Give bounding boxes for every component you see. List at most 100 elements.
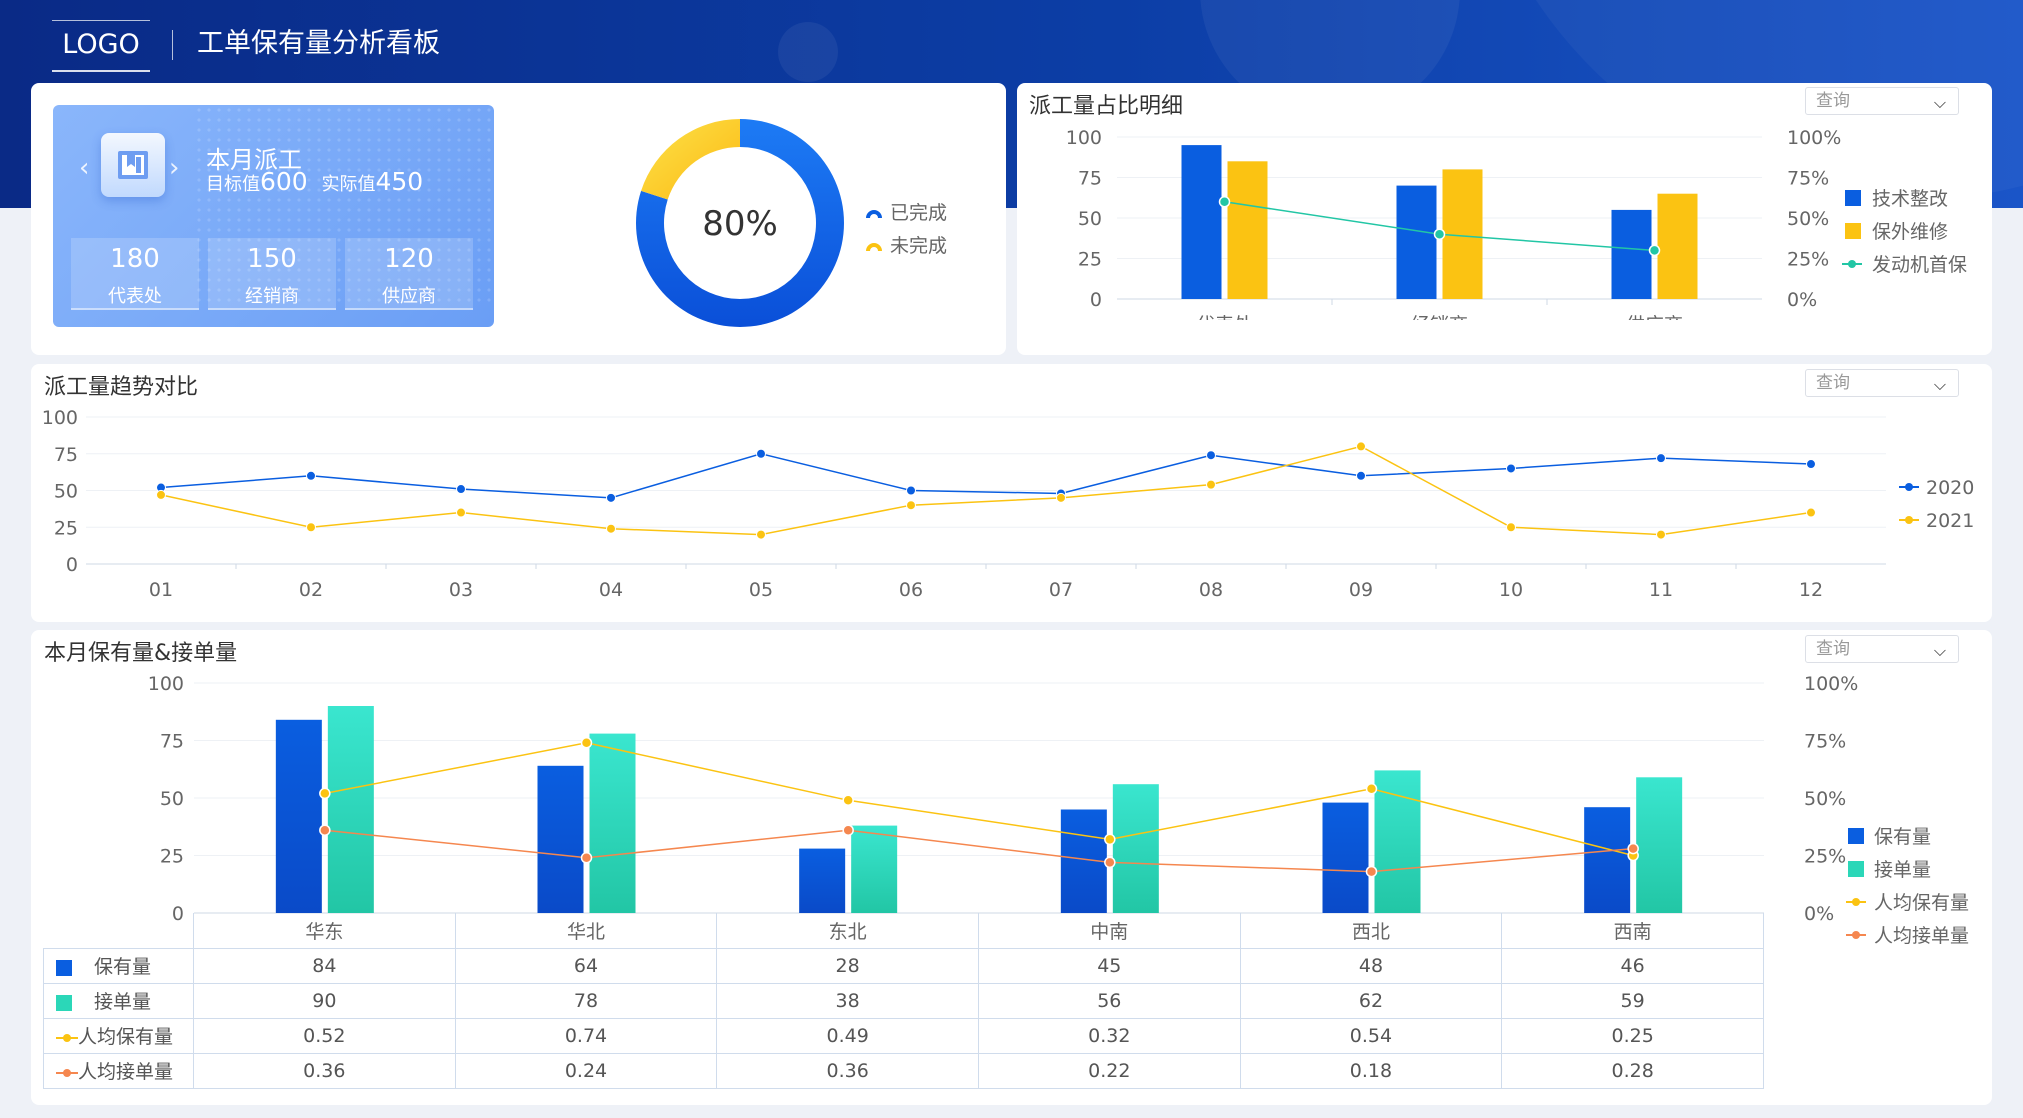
point-2020 — [456, 484, 466, 495]
point-人均保有量 — [580, 737, 593, 749]
y-tick-label: 100 — [148, 673, 184, 695]
page-header: LOGO 工单保有量分析看板 — [0, 0, 2023, 84]
donut-center-label: 80% — [702, 204, 778, 244]
dispatch-ratio-panel: 派工量占比明细 查询 ⌵ — [1017, 83, 1992, 355]
point-人均保有量 — [319, 787, 331, 800]
completion-donut-chart: 80% — [636, 119, 844, 327]
bar-保有量 — [1322, 802, 1369, 913]
point-2020 — [756, 448, 766, 459]
legend-dot-icon — [1905, 516, 1913, 524]
chevron-right-icon[interactable]: › — [169, 153, 180, 183]
yellow-line-dot-icon — [56, 1033, 78, 1042]
point-2020 — [1206, 450, 1216, 461]
point-2021 — [456, 507, 466, 518]
bar-保有量 — [275, 719, 322, 913]
x-tick-label: 05 — [749, 579, 773, 601]
header-divider — [172, 30, 173, 60]
y2-tick-label: 25% — [1804, 846, 1846, 868]
point-2021 — [1356, 441, 1366, 452]
table-header-cell: 西北 — [1239, 913, 1503, 949]
x-tick-label: 06 — [899, 579, 923, 601]
y-tick-label: 75 — [1078, 168, 1102, 190]
query-select[interactable]: 查询 ⌵ — [1805, 87, 1959, 115]
point-人均接单量 — [842, 824, 854, 836]
bar-保外维修 — [1657, 193, 1698, 299]
legend-completed[interactable]: 已完成 — [864, 198, 947, 225]
logo[interactable]: LOGO — [52, 20, 150, 72]
point-2020 — [1356, 470, 1366, 481]
y2-tick-label: 75% — [1787, 168, 1829, 190]
bar-接单量 — [589, 733, 636, 913]
point-2020 — [906, 485, 916, 496]
y-tick-label: 50 — [160, 788, 184, 810]
x-tick-label: 09 — [1349, 579, 1373, 601]
table-header-cell: 华北 — [454, 913, 718, 949]
legend-label: 技术整改 — [1872, 188, 1948, 210]
table-header-cell: 华东 — [193, 913, 456, 949]
y2-tick-label: 25% — [1787, 249, 1829, 271]
x-tick-label: 04 — [599, 579, 623, 601]
legend-label: 保外维修 — [1872, 221, 1948, 243]
data-table: 华东 华北 东北 中南 西北 西南 保有量 84 64 28 45 48 46 接单量… — [43, 913, 1764, 1089]
book-icon — [101, 133, 165, 197]
bar-接单量 — [1374, 770, 1421, 913]
point-发动机首保 — [1648, 244, 1661, 257]
panel-title: 派工量占比明细 — [1029, 94, 1184, 119]
legend-dot-icon — [1905, 483, 1913, 491]
x-tick-label: 01 — [149, 579, 173, 601]
bar-技术整改 — [1396, 185, 1437, 299]
line-发动机首保 — [1224, 201, 1655, 252]
point-2020 — [1506, 463, 1516, 474]
y2-tick-label: 100% — [1804, 673, 1858, 695]
legend-label: 保有量 — [1874, 826, 1931, 848]
legend-square-icon — [1848, 828, 1864, 844]
card-target-actual: 目标值600 实际值450 — [206, 167, 424, 196]
point-2021 — [1806, 507, 1816, 518]
chevron-down-icon: ⌵ — [1933, 93, 1946, 112]
point-人均保有量 — [842, 794, 854, 807]
query-select[interactable]: 查询 ⌵ — [1805, 635, 1959, 663]
point-2021 — [156, 489, 166, 500]
bar-技术整改 — [1181, 145, 1222, 299]
legend-completed-icon — [866, 209, 882, 218]
point-2021 — [756, 529, 766, 540]
query-select[interactable]: 查询 ⌵ — [1805, 369, 1959, 397]
table-row: 接单量 90 78 38 56 62 59 — [43, 982, 1764, 1019]
stat-dealer: 150 经销商 — [208, 238, 336, 310]
point-人均接单量 — [580, 852, 593, 864]
legend-square-icon — [1845, 223, 1861, 239]
stat-supplier: 120 供应商 — [345, 238, 473, 310]
point-2021 — [1206, 479, 1216, 490]
y2-tick-label: 50% — [1804, 788, 1846, 810]
legend-label: 人均保有量 — [1874, 892, 1969, 914]
y-tick-label: 25 — [54, 517, 78, 539]
legend-incomplete[interactable]: 未完成 — [864, 231, 947, 258]
table-header-cell: 东北 — [716, 913, 979, 949]
x-tick-label: 08 — [1199, 579, 1223, 601]
y-tick-label: 50 — [1078, 208, 1102, 230]
point-2021 — [306, 522, 316, 533]
point-发动机首保 — [1433, 228, 1446, 240]
legend-dot-icon — [1852, 931, 1860, 939]
y-tick-label: 100 — [42, 407, 78, 429]
point-2020 — [1806, 459, 1816, 470]
point-人均接单量 — [1627, 842, 1639, 855]
card-title: 本月派工 — [206, 146, 302, 174]
x-tick-label: 12 — [1799, 579, 1823, 601]
bar-保有量 — [1584, 807, 1631, 913]
point-人均接单量 — [319, 824, 331, 836]
x-tick-label: 03 — [449, 579, 473, 601]
y-tick-label: 100 — [1066, 127, 1102, 149]
legend-label: 2021 — [1926, 510, 1974, 532]
point-2020 — [1656, 453, 1666, 464]
legend-label: 2020 — [1926, 477, 1974, 499]
point-2021 — [606, 523, 616, 534]
y-tick-label: 0 — [172, 903, 184, 925]
chevron-left-icon[interactable]: ‹ — [79, 153, 90, 183]
y-tick-label: 0 — [66, 554, 78, 576]
y2-tick-label: 0% — [1787, 289, 1817, 311]
y-tick-label: 0 — [1090, 289, 1102, 311]
teal-square-icon — [56, 994, 72, 1011]
orange-line-dot-icon — [56, 1068, 78, 1077]
x-tick-label: 经销商 — [1411, 314, 1468, 320]
